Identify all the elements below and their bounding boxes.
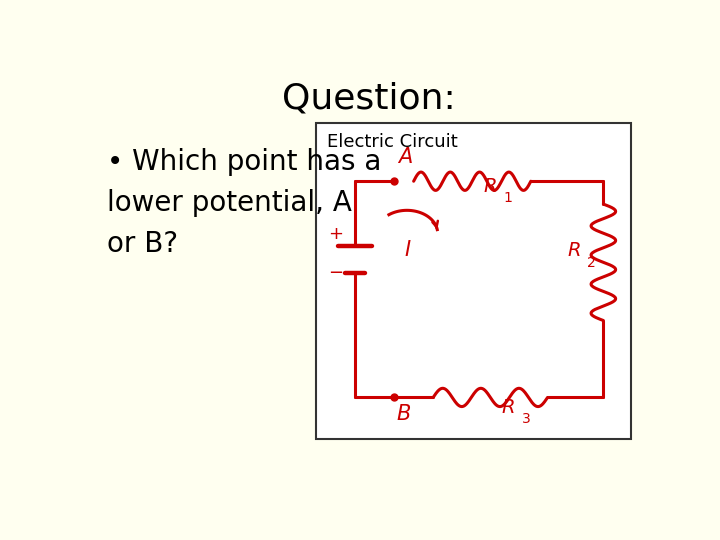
Text: 2: 2 <box>587 256 595 271</box>
Bar <box>316 123 631 439</box>
Text: A: A <box>399 146 413 166</box>
Text: −: − <box>328 264 343 282</box>
Text: • Which point has a
lower potential, A
or B?: • Which point has a lower potential, A o… <box>107 148 381 258</box>
Text: R: R <box>483 177 497 195</box>
Text: +: + <box>328 225 343 244</box>
Text: I: I <box>404 240 410 260</box>
Text: 3: 3 <box>521 412 531 426</box>
Text: Question:: Question: <box>282 82 456 116</box>
Text: R: R <box>502 398 515 417</box>
Text: R: R <box>567 241 580 260</box>
Text: 1: 1 <box>503 191 513 205</box>
Text: Electric Circuit: Electric Circuit <box>327 133 458 151</box>
Text: B: B <box>397 404 411 424</box>
